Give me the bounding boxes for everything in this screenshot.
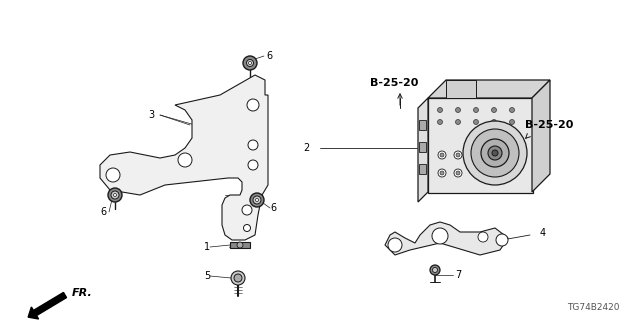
Circle shape	[113, 194, 116, 196]
Polygon shape	[100, 75, 268, 240]
Text: B-25-20: B-25-20	[525, 120, 573, 130]
Circle shape	[248, 61, 252, 65]
Polygon shape	[385, 222, 508, 255]
Circle shape	[178, 153, 192, 167]
Text: 6: 6	[266, 51, 272, 61]
Circle shape	[242, 205, 252, 215]
Circle shape	[246, 60, 253, 67]
Circle shape	[463, 121, 527, 185]
Circle shape	[247, 99, 259, 111]
Circle shape	[438, 108, 442, 113]
Circle shape	[496, 234, 508, 246]
Circle shape	[440, 171, 444, 175]
Circle shape	[474, 119, 479, 124]
Text: 2: 2	[304, 143, 310, 153]
Circle shape	[456, 119, 461, 124]
Circle shape	[433, 268, 438, 273]
Text: 3: 3	[148, 110, 154, 120]
Circle shape	[248, 140, 258, 150]
Circle shape	[474, 108, 479, 113]
Text: 6: 6	[100, 207, 106, 217]
Circle shape	[250, 193, 264, 207]
Bar	[446, 80, 476, 98]
Bar	[419, 120, 426, 130]
Text: TG74B2420: TG74B2420	[568, 303, 620, 312]
Circle shape	[481, 139, 509, 167]
Circle shape	[237, 242, 243, 248]
Circle shape	[440, 153, 444, 157]
Circle shape	[492, 108, 497, 113]
Circle shape	[111, 191, 119, 199]
Circle shape	[509, 119, 515, 124]
Circle shape	[430, 265, 440, 275]
Circle shape	[492, 119, 497, 124]
Circle shape	[243, 225, 250, 231]
Circle shape	[438, 169, 446, 177]
Text: 7: 7	[455, 270, 461, 280]
Polygon shape	[428, 80, 550, 98]
Circle shape	[106, 168, 120, 182]
Circle shape	[456, 171, 460, 175]
FancyArrow shape	[28, 292, 67, 319]
Circle shape	[248, 160, 258, 170]
Circle shape	[432, 228, 448, 244]
Text: 4: 4	[540, 228, 546, 238]
Bar	[419, 164, 426, 174]
Circle shape	[456, 108, 461, 113]
Text: 1: 1	[204, 242, 210, 252]
Circle shape	[488, 146, 502, 160]
Text: 6: 6	[270, 203, 276, 213]
Text: 5: 5	[204, 271, 210, 281]
Bar	[419, 142, 426, 152]
Circle shape	[388, 238, 402, 252]
Polygon shape	[532, 80, 550, 192]
Text: B-25-20: B-25-20	[370, 78, 419, 88]
Circle shape	[253, 196, 261, 204]
Circle shape	[492, 150, 498, 156]
Circle shape	[471, 129, 519, 177]
Bar	[428, 98, 533, 193]
Circle shape	[108, 188, 122, 202]
Circle shape	[456, 153, 460, 157]
Circle shape	[438, 151, 446, 159]
Circle shape	[509, 108, 515, 113]
Circle shape	[234, 274, 242, 282]
Circle shape	[243, 56, 257, 70]
Circle shape	[478, 232, 488, 242]
Text: FR.: FR.	[72, 288, 93, 298]
Circle shape	[454, 151, 462, 159]
Bar	[230, 242, 250, 248]
Circle shape	[454, 169, 462, 177]
Polygon shape	[418, 98, 428, 202]
Circle shape	[438, 119, 442, 124]
Circle shape	[255, 198, 259, 202]
Circle shape	[231, 271, 245, 285]
